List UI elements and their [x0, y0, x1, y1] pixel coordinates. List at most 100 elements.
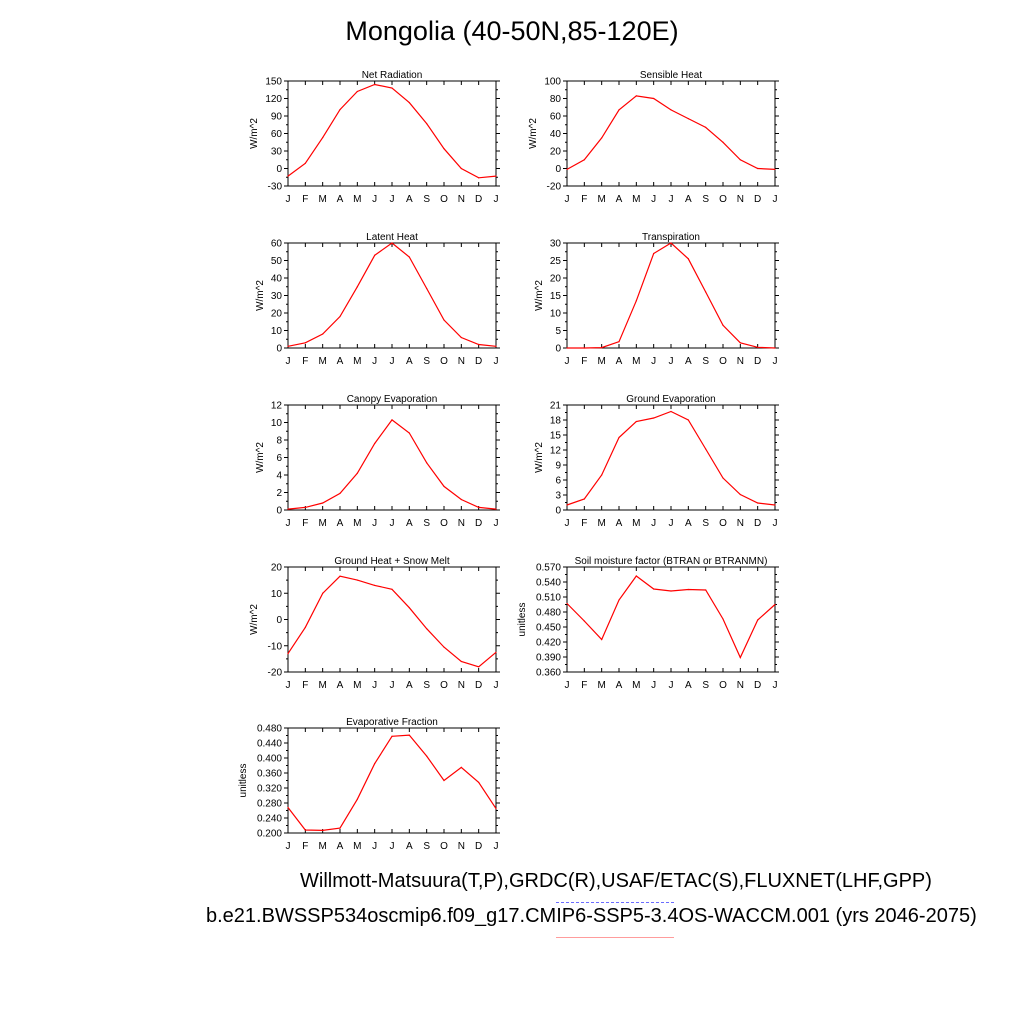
data-point	[356, 90, 358, 93]
x-tick-label: M	[353, 194, 361, 205]
data-point	[722, 141, 724, 143]
data-point	[670, 109, 672, 111]
x-tick-label: J	[390, 680, 395, 691]
x-tick-label: M	[632, 356, 640, 367]
x-tick-label: A	[685, 518, 692, 529]
x-tick-label: A	[337, 841, 344, 852]
x-tick-label: A	[685, 680, 692, 691]
x-tick-label: J	[565, 680, 570, 691]
data-point	[653, 97, 655, 100]
x-tick-label: O	[440, 194, 448, 205]
y-tick-label: 20	[550, 147, 562, 158]
x-tick-label: M	[318, 841, 326, 852]
data-point	[391, 87, 393, 89]
data-point	[653, 252, 655, 255]
y-tick-label: 90	[271, 112, 283, 123]
data-point	[687, 419, 689, 421]
data-point	[478, 343, 480, 346]
x-tick-label: A	[685, 194, 692, 205]
series-line	[287, 419, 497, 510]
plot-frame	[566, 566, 776, 673]
x-tick-label: J	[494, 356, 499, 367]
x-tick-label: M	[632, 194, 640, 205]
data-point	[339, 315, 341, 318]
y-tick-label: 60	[271, 239, 283, 250]
y-tick-label: 50	[271, 256, 283, 267]
x-tick-label: M	[597, 518, 605, 529]
x-tick-label: N	[737, 680, 744, 691]
data-point	[339, 827, 341, 829]
x-tick-label: D	[475, 356, 482, 367]
data-point	[705, 589, 707, 591]
y-tick-label: 20	[271, 309, 283, 320]
y-tick-label: 0	[276, 615, 282, 626]
y-tick-label: 3	[555, 491, 561, 502]
data-point	[670, 410, 672, 413]
data-point	[408, 734, 410, 736]
data-point	[583, 159, 585, 161]
y-tick-label: 6	[555, 476, 561, 487]
data-point	[287, 175, 289, 177]
y-tick-label: 80	[550, 94, 562, 105]
x-tick-label: J	[372, 680, 377, 691]
data-point	[757, 167, 759, 170]
data-point	[443, 779, 445, 782]
data-point	[460, 660, 462, 663]
x-tick-label: N	[458, 680, 465, 691]
data-point	[653, 588, 655, 590]
y-tick-label: 10	[271, 418, 283, 429]
y-tick-label: -20	[547, 182, 562, 193]
x-tick-label: A	[406, 356, 413, 367]
x-tick-label: F	[302, 680, 308, 691]
data-point	[374, 83, 376, 86]
x-tick-label: J	[773, 194, 778, 205]
data-point	[426, 122, 428, 125]
series-line	[287, 83, 497, 179]
x-tick-label: A	[616, 194, 623, 205]
observations-caption: Willmott-Matsuura(T,P),GRDC(R),USAF/ETAC…	[300, 870, 932, 892]
data-point	[391, 735, 393, 737]
x-tick-label: J	[286, 680, 291, 691]
plot-frame	[287, 566, 497, 673]
x-tick-label: J	[651, 356, 656, 367]
x-tick-label: J	[390, 841, 395, 852]
x-tick-label: N	[737, 518, 744, 529]
x-tick-label: N	[458, 194, 465, 205]
data-point	[774, 347, 776, 349]
data-point	[687, 258, 689, 260]
x-tick-label: J	[286, 194, 291, 205]
x-tick-label: J	[651, 680, 656, 691]
x-tick-label: J	[565, 356, 570, 367]
y-tick-label: 40	[271, 274, 283, 285]
x-tick-label: S	[423, 841, 430, 852]
x-tick-label: O	[719, 680, 727, 691]
data-point	[774, 504, 776, 506]
x-tick-label: M	[353, 680, 361, 691]
data-point	[339, 108, 341, 111]
x-tick-label: M	[632, 518, 640, 529]
data-point	[356, 798, 358, 800]
data-point	[478, 506, 480, 508]
x-tick-label: O	[719, 194, 727, 205]
x-tick-label: M	[318, 194, 326, 205]
y-tick-label: 30	[271, 291, 283, 302]
x-tick-label: S	[702, 356, 709, 367]
data-point	[705, 448, 707, 450]
data-point	[601, 137, 603, 139]
plot-frame	[566, 80, 776, 187]
data-point	[774, 603, 776, 606]
data-point	[757, 619, 759, 621]
x-tick-label: D	[475, 841, 482, 852]
x-tick-label: J	[773, 356, 778, 367]
y-tick-label: 30	[271, 147, 283, 158]
plot-frame	[566, 404, 776, 511]
y-tick-label: 0.320	[257, 784, 282, 795]
x-tick-label: F	[581, 194, 587, 205]
y-axis-label: W/m^2	[534, 280, 545, 311]
data-point	[566, 504, 568, 506]
data-point	[287, 806, 289, 809]
x-tick-label: A	[406, 841, 413, 852]
x-tick-label: A	[337, 518, 344, 529]
